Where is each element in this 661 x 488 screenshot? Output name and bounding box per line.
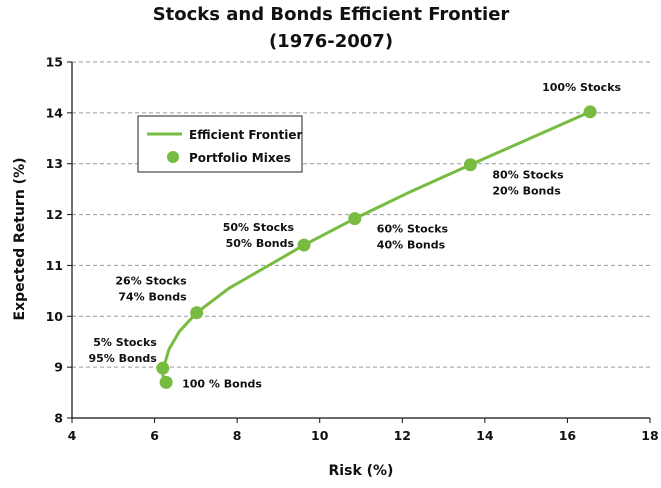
x-tick-label-18: 18 xyxy=(641,428,658,443)
y-tick-label-13: 13 xyxy=(46,156,63,171)
portfolio-label-1-line-1: 95% Bonds xyxy=(88,352,157,365)
y-tick-label-12: 12 xyxy=(46,207,63,222)
y-tick-label-8: 8 xyxy=(54,411,63,426)
portfolio-point-6 xyxy=(583,105,597,119)
portfolio-label-2-line-0: 26% Stocks xyxy=(115,275,187,288)
y-tick-label-10: 10 xyxy=(46,309,64,324)
legend: Efficient Frontier Portfolio Mixes xyxy=(137,115,303,173)
y-tick-label-15: 15 xyxy=(46,55,63,70)
y-tick-label-9: 9 xyxy=(54,360,63,375)
portfolio-label-3-line-0: 50% Stocks xyxy=(223,221,295,234)
portfolio-point-1 xyxy=(156,361,170,375)
portfolio-point-2 xyxy=(190,306,204,320)
axis-layer: 8 9 10 11 12 13 14 15 4 6 8 10 12 14 16 18 xyxy=(46,55,659,444)
x-tick-label-14: 14 xyxy=(476,428,494,443)
x-tick-label-12: 12 xyxy=(394,428,411,443)
portfolio-label-5-line-0: 80% Stocks xyxy=(492,169,564,182)
portfolio-label-3-line-1: 50% Bonds xyxy=(226,237,295,250)
chart-title: Stocks and Bonds Efficient Frontier xyxy=(153,4,510,25)
x-tick-label-16: 16 xyxy=(559,428,577,443)
portfolio-point-4 xyxy=(348,212,362,226)
chart-subtitle: (1976-2007) xyxy=(269,31,393,52)
legend-label-frontier: Efficient Frontier xyxy=(189,128,303,142)
legend-label-portfolios: Portfolio Mixes xyxy=(189,151,291,165)
portfolio-label-5-line-1: 20% Bonds xyxy=(492,185,561,198)
portfolio-label-4-line-0: 60% Stocks xyxy=(377,223,449,236)
legend-box xyxy=(137,115,303,173)
portfolio-label-1-line-0: 5% Stocks xyxy=(93,336,157,349)
portfolio-point-5 xyxy=(463,158,477,172)
legend-marker-swatch xyxy=(167,151,179,163)
annotation-layer: 100 % Bonds 5% Stocks 95% Bonds 26% Stocks 7… xyxy=(88,81,621,391)
x-tick-label-8: 8 xyxy=(233,428,242,443)
portfolio-label-6-line-0: 100% Stocks xyxy=(542,81,621,94)
x-tick-label-6: 6 xyxy=(150,428,159,443)
x-tick-label-10: 10 xyxy=(311,428,329,443)
portfolio-point-3 xyxy=(297,238,311,252)
y-tick-label-11: 11 xyxy=(46,258,63,273)
portfolio-label-2-line-1: 74% Bonds xyxy=(118,291,187,304)
y-axis-title: Expected Return (%) xyxy=(12,158,28,321)
x-axis-title: Risk (%) xyxy=(329,463,394,479)
portfolio-label-4-line-1: 40% Bonds xyxy=(377,239,446,252)
series-layer xyxy=(156,105,597,389)
portfolio-point-0 xyxy=(159,375,173,389)
y-tick-label-14: 14 xyxy=(46,105,64,120)
portfolio-label-0-line-0: 100 % Bonds xyxy=(182,377,262,390)
x-tick-label-4: 4 xyxy=(68,428,77,443)
